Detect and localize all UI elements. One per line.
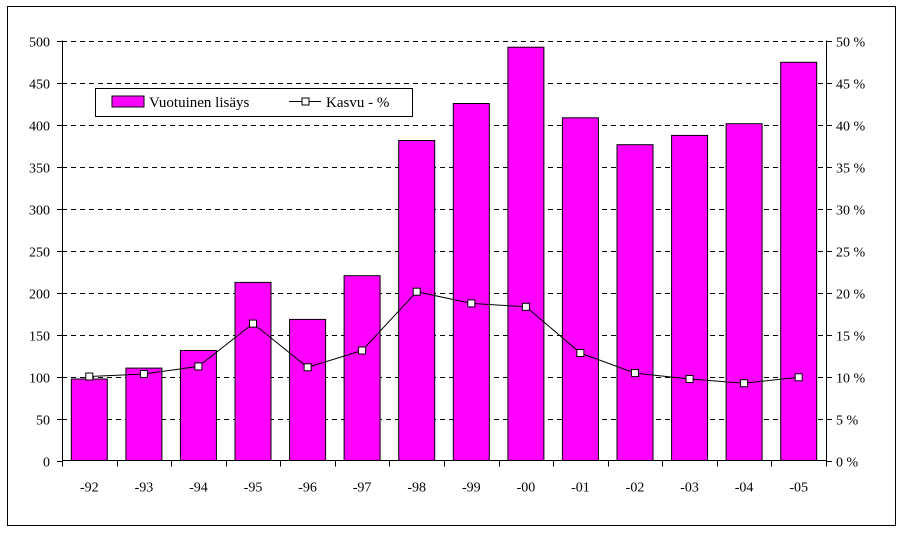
- y-right-tick-label: 10 %: [836, 372, 866, 387]
- x-tick-label: -02: [626, 481, 645, 496]
- bar: [616, 144, 654, 461]
- y-left-tick-label: 150: [29, 330, 50, 345]
- bar: [343, 275, 381, 462]
- y-right-tick-label: 40 %: [836, 120, 866, 135]
- y-left-tick-label: 500: [29, 36, 50, 51]
- bar: [452, 103, 490, 461]
- y-right-tick-label: 20 %: [836, 288, 866, 303]
- bar: [725, 123, 763, 461]
- bar: [561, 117, 599, 462]
- y-right-tick-label: 45 %: [836, 78, 866, 93]
- y-left-tick-label: 0: [43, 456, 50, 471]
- bar: [507, 46, 545, 461]
- bar: [289, 318, 327, 461]
- line-point: [740, 379, 749, 388]
- x-tick-label: -99: [462, 481, 481, 496]
- y-right-tick-label: 35 %: [836, 162, 866, 177]
- y-right-tick-label: 25 %: [836, 246, 866, 261]
- legend-bar-swatch: [111, 95, 145, 108]
- bar: [398, 140, 436, 461]
- line-series: [85, 287, 803, 388]
- y-left-tick-label: 200: [29, 288, 50, 303]
- line-point: [685, 375, 694, 383]
- y-right-tick-label: 30 %: [836, 204, 866, 219]
- bar: [780, 61, 818, 462]
- x-tick-label: -96: [298, 481, 317, 496]
- y-left-tick-label: 400: [29, 120, 50, 135]
- bar: [234, 281, 272, 461]
- line-point: [194, 362, 203, 371]
- line-point: [412, 287, 421, 296]
- line-point: [794, 373, 803, 382]
- legend-marker-icon: [301, 97, 310, 106]
- x-tick-label: -97: [353, 481, 372, 496]
- x-tick-label: -04: [735, 481, 754, 496]
- x-tick-label: -94: [189, 481, 208, 496]
- x-tick-label: -01: [571, 481, 590, 496]
- line-point: [139, 370, 148, 378]
- legend-label-bars: Vuotuinen lisäys: [149, 95, 250, 111]
- axes: 0 50 100 150 200 250 300 350 400 450 500 0 % 5 % 10 %…: [29, 36, 866, 496]
- x-tick-label: -92: [80, 481, 99, 496]
- y-left-tick-label: 350: [29, 162, 50, 177]
- x-tick-label: -00: [517, 481, 536, 496]
- y-left-tick-label: 450: [29, 78, 50, 93]
- x-tick-label: -05: [789, 481, 808, 496]
- bar: [671, 134, 709, 461]
- line-point: [249, 319, 257, 328]
- line-point: [85, 372, 94, 381]
- series-line: [89, 291, 799, 384]
- line-point: [303, 363, 312, 372]
- x-tick-label: -95: [244, 481, 263, 496]
- x-tick-label: -98: [407, 481, 426, 496]
- legend-box: [95, 88, 413, 117]
- bar: [125, 367, 163, 462]
- bar: [70, 378, 108, 461]
- y-right-tick-label: 15 %: [836, 330, 866, 345]
- y-right-tick-label: 50 %: [836, 36, 866, 51]
- line-point: [576, 349, 585, 357]
- line-point: [521, 302, 530, 311]
- line-point: [631, 369, 639, 378]
- y-left-tick-label: 250: [29, 246, 50, 261]
- legend: Vuotuinen lisäys Kasvu - %: [95, 88, 413, 117]
- y-right-tick-label: 5 %: [836, 414, 859, 429]
- y-right-tick-label: 0 %: [836, 456, 859, 471]
- x-tick-label: -93: [135, 481, 154, 496]
- legend-label-line: Kasvu - %: [326, 95, 389, 111]
- x-tick-label: -03: [680, 481, 699, 496]
- y-left-tick-label: 50: [36, 414, 50, 429]
- bar-series: [70, 46, 818, 462]
- y-left-tick-label: 300: [29, 204, 50, 219]
- line-point: [358, 346, 367, 355]
- line-point: [467, 299, 476, 308]
- y-left-tick-label: 100: [29, 372, 50, 387]
